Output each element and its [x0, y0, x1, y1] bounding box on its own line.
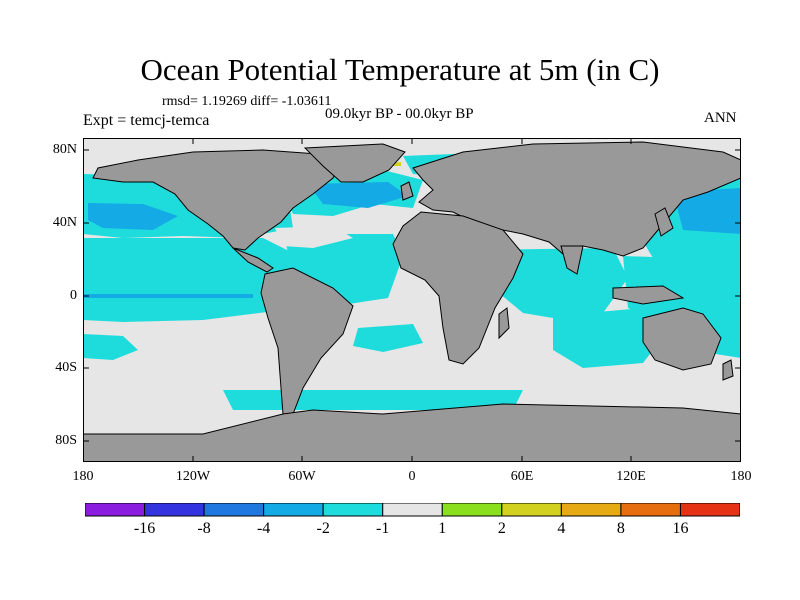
north-atlantic-blue	[308, 182, 408, 208]
australia	[642, 307, 722, 371]
lon-label-60e: 60E	[510, 469, 534, 484]
lon-label-0: 0	[408, 469, 416, 484]
lat-label-40n: 40N	[52, 215, 77, 230]
british-isles	[400, 181, 414, 201]
lat-label-0: 0	[70, 288, 77, 303]
equatorial-strip	[83, 294, 253, 298]
colorbar-cell	[620, 503, 681, 517]
colorbar-label: 16	[672, 520, 689, 537]
lat-label-40s: 40S	[55, 360, 77, 375]
season-label: ANN	[704, 110, 737, 126]
north-pacific-blue	[88, 203, 178, 230]
south-america	[260, 267, 354, 415]
india	[560, 245, 584, 275]
lon-label-120e: 120E	[616, 469, 646, 484]
color-bar	[85, 503, 740, 517]
greenland	[303, 143, 406, 183]
period-label: 09.0kyr BP - 00.0kyr BP	[325, 106, 474, 122]
lon-label-180w: 180	[72, 469, 94, 484]
lat-label-80n: 80N	[52, 142, 77, 157]
lon-ticks	[192, 138, 632, 462]
colorbar-cell	[382, 503, 443, 517]
madagascar	[498, 307, 510, 340]
stats-text: rmsd= 1.19269 diff= -1.03611	[162, 94, 332, 109]
colorbar-cell	[679, 503, 740, 517]
colorbar-label: 4	[557, 520, 566, 537]
new-zealand	[722, 359, 734, 381]
lon-label-60w: 60W	[288, 469, 316, 484]
colorbar-cell	[85, 503, 146, 517]
tropical-atlantic-neutral	[275, 226, 353, 248]
west-tropical-pacific-cyan	[623, 256, 741, 328]
colorbar-label: -1	[376, 520, 390, 537]
colorbar-cell	[441, 503, 503, 517]
japan	[654, 207, 674, 237]
colorbar-cell	[203, 503, 265, 517]
africa	[392, 211, 524, 365]
colorbar-cell	[322, 503, 384, 517]
colorbar-label: 2	[497, 520, 506, 537]
central-america	[232, 247, 274, 273]
colorbar-label: -4	[256, 520, 271, 537]
map-title: Ocean Potential Temperature at 5m (in C)	[140, 52, 660, 87]
indonesia	[612, 285, 685, 305]
world-map	[83, 138, 741, 462]
south-atlantic-cyan	[353, 324, 423, 352]
colorbar-label: 8	[616, 520, 625, 537]
colorbar-cell	[501, 503, 562, 517]
colorbar-cell	[263, 503, 324, 517]
nw-pacific-blue	[673, 188, 741, 234]
colorbar-cell	[144, 503, 205, 517]
lat-label-80s: 80S	[55, 433, 77, 448]
experiment-label: Expt = temcj-temca	[83, 112, 210, 129]
lon-label-180e: 180	[730, 469, 752, 484]
antarctica	[83, 403, 741, 462]
lat-ticks	[83, 149, 741, 442]
colorbar-label: -8	[197, 520, 211, 537]
colorbar-cell	[560, 503, 622, 517]
colorbar-label: -2	[316, 520, 330, 537]
land-masses	[83, 141, 741, 462]
colorbar-label: 1	[438, 520, 447, 537]
colorbar-label: -16	[133, 520, 156, 537]
south-pacific-cyan	[83, 334, 138, 360]
lon-label-120w: 120W	[175, 469, 211, 484]
